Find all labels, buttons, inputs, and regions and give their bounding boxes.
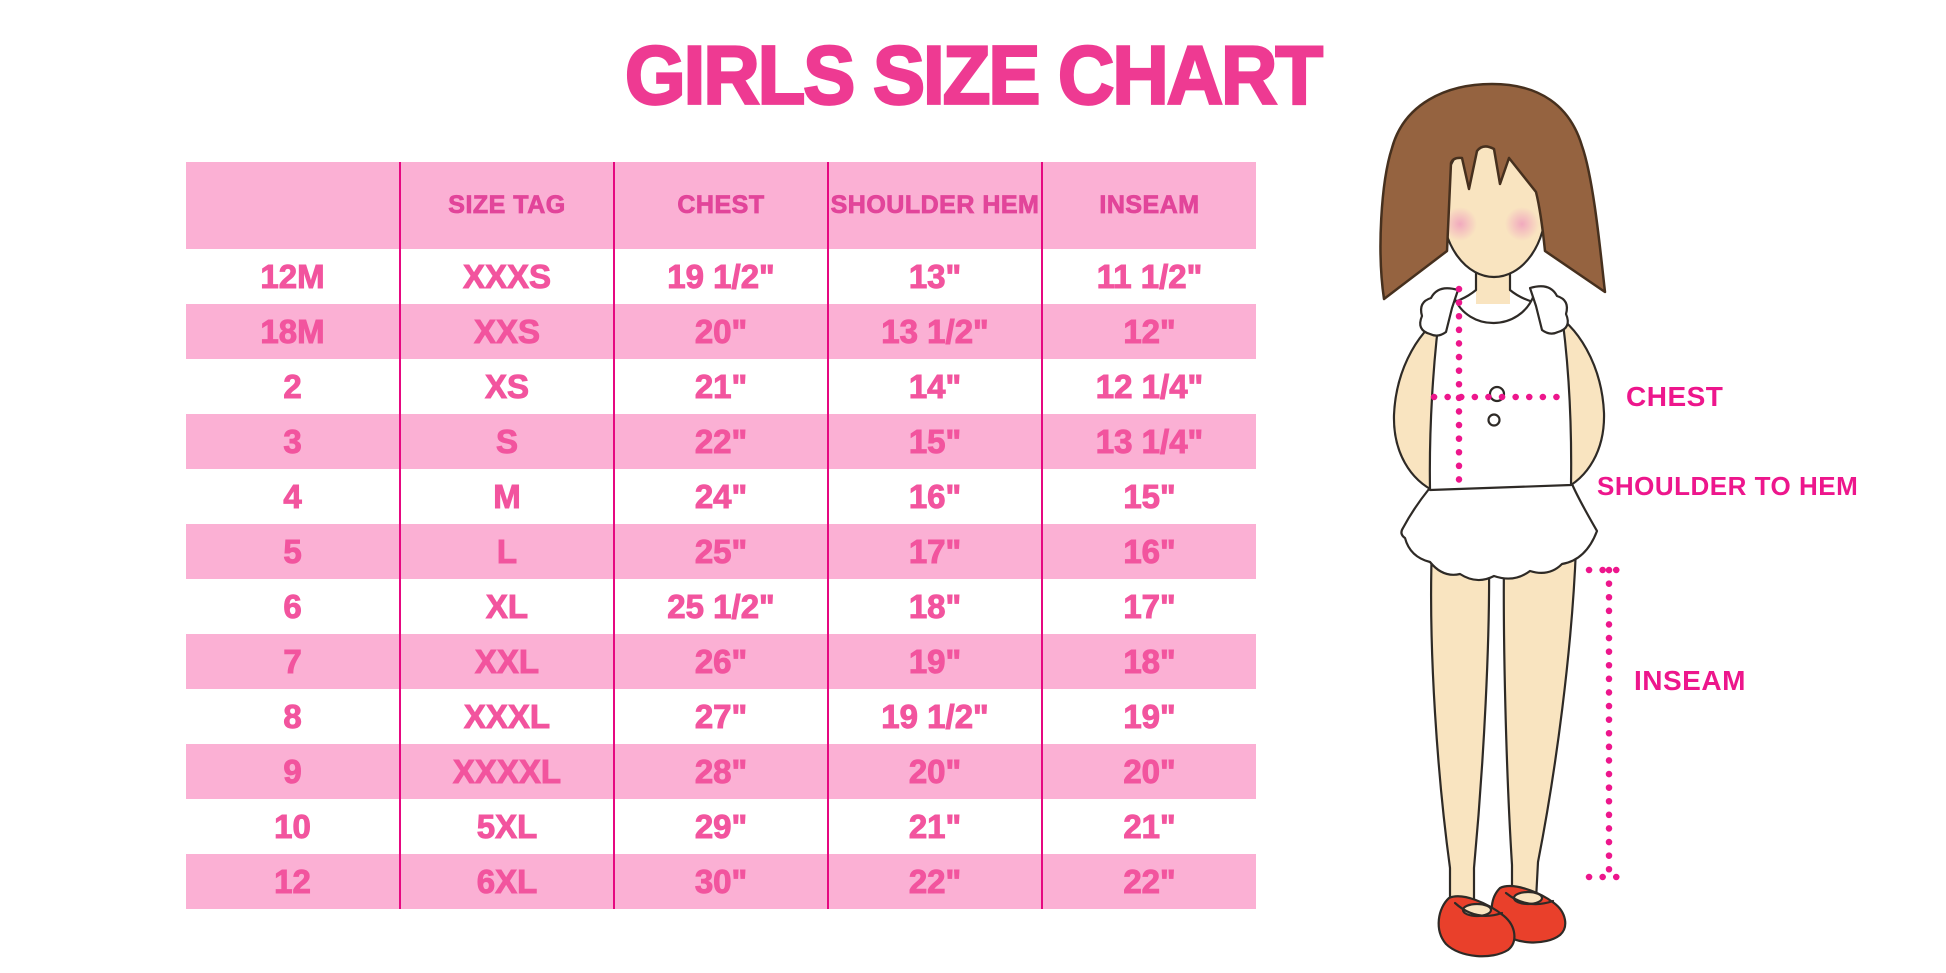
- table-cell: 29": [614, 799, 829, 854]
- table-cell: 9: [186, 744, 401, 799]
- right-cheek: [1505, 207, 1539, 241]
- table-cell: 19": [1123, 697, 1176, 735]
- col-header-size-tag: SIZE TAG: [400, 162, 615, 249]
- table-cell: 18M: [186, 304, 401, 359]
- table-cell: 28": [614, 744, 829, 799]
- col-header-chest: CHEST: [614, 162, 829, 249]
- page-title: GIRLS SIZE CHART: [624, 27, 1325, 123]
- table-cell: 6: [186, 579, 401, 634]
- table-cell: 22": [1123, 862, 1176, 900]
- chest-label: CHEST: [1626, 381, 1723, 412]
- table-row: 4 M 24" 16" 15": [186, 469, 1256, 524]
- measurement-lines: [1430, 285, 1627, 881]
- table-cell: 8: [186, 689, 401, 744]
- table-cell: 11 1/2": [1096, 257, 1203, 295]
- table-row: 10 5XL 29" 21" 21": [186, 799, 1256, 854]
- table-row: 7 XXL 26" 19" 18": [186, 634, 1256, 689]
- table-cell: 5XL: [400, 799, 615, 854]
- table-cell: XS: [400, 359, 615, 414]
- right-shoulder-ruffle: [1528, 285, 1569, 335]
- size-chart-table: SIZE TAG CHEST SHOULDER HEM INSEAM 12M XX…: [186, 162, 1256, 909]
- table-cell: 12": [1123, 312, 1176, 350]
- table-cell: XXXXL: [400, 744, 615, 799]
- table-cell: 30": [614, 854, 829, 909]
- col-header-size: [186, 162, 401, 249]
- table-cell: 22": [614, 414, 829, 469]
- table-cell: 22": [828, 854, 1043, 909]
- table-cell: M: [400, 469, 615, 524]
- table-cell: XXL: [400, 634, 615, 689]
- table-cell: 18": [1123, 642, 1176, 680]
- table-cell: XXXS: [400, 249, 615, 304]
- table-cell: 18": [828, 579, 1043, 634]
- right-leg: [1502, 546, 1578, 902]
- inseam-label: INSEAM: [1634, 665, 1746, 696]
- table-cell: 15": [828, 414, 1043, 469]
- table-cell: 20": [1123, 752, 1176, 790]
- left-shoulder-ruffle: [1419, 287, 1460, 337]
- left-shoe: [1437, 895, 1516, 958]
- table-cell: 20": [614, 304, 829, 359]
- table-row: 2 XS 21" 14" 12 1/4": [186, 359, 1256, 414]
- table-cell: XXS: [400, 304, 615, 359]
- measurement-figure: CHEST SHOULDER TO HEM INSEAM: [1379, 82, 1858, 958]
- bottom-button: [1487, 413, 1501, 427]
- table-cell: 20": [828, 744, 1043, 799]
- table-cell: 19 1/2": [614, 249, 829, 304]
- table-row: 6 XL 25 1/2" 18" 17": [186, 579, 1256, 634]
- table-cell: 13": [828, 249, 1043, 304]
- table-cell: S: [400, 414, 615, 469]
- table-cell: 15": [1123, 477, 1176, 515]
- left-cheek: [1443, 207, 1477, 241]
- skirt: [1400, 482, 1599, 582]
- col-header-shoulder-hem: SHOULDER HEM: [828, 162, 1043, 249]
- table-cell: 19": [828, 634, 1043, 689]
- table-cell: 17": [1123, 587, 1176, 625]
- hair: [1379, 82, 1607, 301]
- table-row: 12M XXXS 19 1/2" 13" 11 1/2": [186, 249, 1256, 304]
- table-cell: 5: [186, 524, 401, 579]
- table-cell: 25": [614, 524, 829, 579]
- shoulder-to-hem-label: SHOULDER TO HEM: [1597, 471, 1858, 501]
- table-row: 3 S 22" 15" 13 1/4": [186, 414, 1256, 469]
- table-cell: 2: [186, 359, 401, 414]
- table-cell: XXXL: [400, 689, 615, 744]
- table-cell: 19 1/2": [828, 689, 1043, 744]
- table-cell: 17": [828, 524, 1043, 579]
- table-cell: 25 1/2": [614, 579, 829, 634]
- table-cell: 16": [828, 469, 1043, 524]
- table-cell: 27": [614, 689, 829, 744]
- table-cell: 24": [614, 469, 829, 524]
- table-cell: 14": [828, 359, 1043, 414]
- table-cell: 12: [186, 854, 401, 909]
- table-cell: 21": [1123, 807, 1176, 845]
- table-cell: 7: [186, 634, 401, 689]
- table-cell: 10: [186, 799, 401, 854]
- table-cell: 6XL: [400, 854, 615, 909]
- table-row: 9 XXXXL 28" 20" 20": [186, 744, 1256, 799]
- left-leg: [1430, 543, 1491, 907]
- table-cell: L: [400, 524, 615, 579]
- table-cell: 4: [186, 469, 401, 524]
- table-body: 12M XXXS 19 1/2" 13" 11 1/2" 18M XXS 20" 13 1/2"…: [186, 249, 1256, 909]
- table-row: 5 L 25" 17" 16": [186, 524, 1256, 579]
- table-cell: 13 1/4": [1095, 422, 1204, 460]
- girl-illustration: [1379, 82, 1607, 958]
- col-header-inseam: INSEAM: [1042, 162, 1256, 249]
- table-row: 12 6XL 30" 22" 22": [186, 854, 1256, 909]
- table-cell: 16": [1123, 532, 1176, 570]
- table-cell: 3: [186, 414, 401, 469]
- table-row: 18M XXS 20" 13 1/2" 12": [186, 304, 1256, 359]
- table-cell: 21": [828, 799, 1043, 854]
- table-cell: 26": [614, 634, 829, 689]
- table-cell: 12 1/4": [1095, 367, 1204, 405]
- table-header-row: SIZE TAG CHEST SHOULDER HEM INSEAM: [186, 162, 1256, 249]
- table-cell: XL: [400, 579, 615, 634]
- table-cell: 12M: [186, 249, 401, 304]
- table-cell: 13 1/2": [828, 304, 1043, 359]
- table-row: 8 XXXL 27" 19 1/2" 19": [186, 689, 1256, 744]
- table-cell: 21": [614, 359, 829, 414]
